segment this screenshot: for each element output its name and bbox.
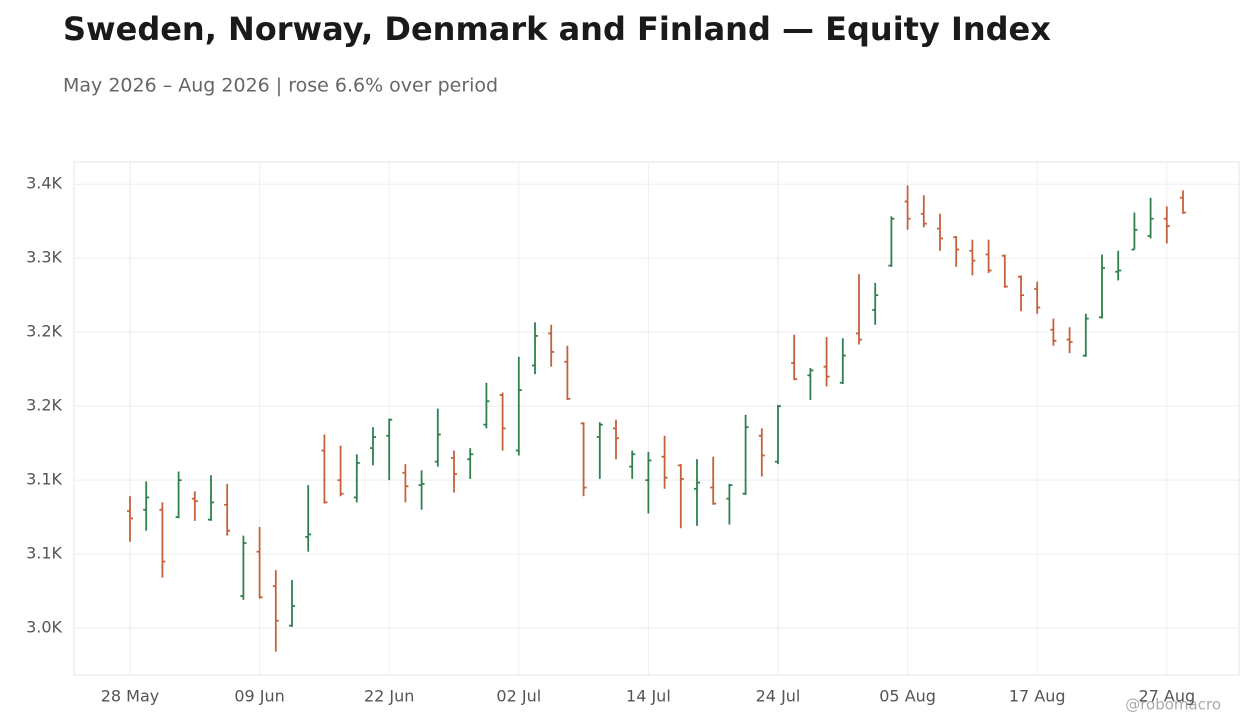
chart-title: Sweden, Norway, Denmark and Finland — Eq… — [63, 10, 1051, 48]
y-tick-label: 3.0K — [26, 618, 62, 637]
chart-subtitle: May 2026 – Aug 2026 | rose 6.6% over per… — [63, 75, 498, 97]
x-tick-label: 17 Aug — [1009, 687, 1066, 706]
y-tick-label: 3.1K — [26, 544, 62, 563]
y-tick-label: 3.1K — [26, 470, 62, 489]
y-tick-label: 3.4K — [26, 174, 62, 193]
y-tick-label: 3.2K — [26, 322, 62, 341]
x-tick-label: 02 Jul — [496, 687, 541, 706]
x-tick-label: 14 Jul — [626, 687, 671, 706]
x-tick-label: 09 Jun — [234, 687, 284, 706]
x-tick-label: 24 Jul — [756, 687, 801, 706]
watermark: @robomacro — [1125, 696, 1221, 714]
x-tick-label: 22 Jun — [364, 687, 414, 706]
x-tick-label: 27 Aug — [1138, 687, 1195, 706]
plot-frame — [73, 161, 1240, 676]
y-tick-label: 3.2K — [26, 396, 62, 415]
x-tick-label: 05 Aug — [879, 687, 936, 706]
x-tick-label: 28 May — [101, 687, 160, 706]
y-tick-label: 3.3K — [26, 248, 62, 267]
